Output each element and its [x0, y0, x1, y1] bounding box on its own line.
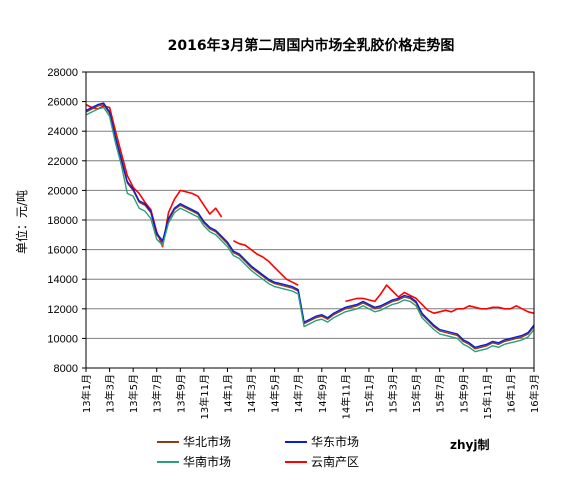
credit-text: zhyj制 [450, 437, 489, 452]
y-tick-label: 12000 [47, 304, 78, 316]
legend-label-4: 云南产区 [311, 454, 359, 469]
y-tick-label: 16000 [47, 245, 78, 257]
x-tick-label: 15年5月 [410, 374, 423, 413]
x-tick-label: 13年5月 [127, 374, 140, 413]
x-tick-label: 15年1月 [363, 374, 376, 413]
legend-label-3: 华南市场 [183, 454, 231, 469]
x-tick-label: 15年11月 [481, 374, 494, 419]
series-line-4 [85, 103, 535, 314]
x-tick-label: 14年9月 [316, 374, 329, 413]
y-axis-label: 单位：元/吨 [14, 190, 29, 254]
x-tick-label: 13年11月 [198, 374, 211, 419]
chart-title: 2016年3月第二周国内市场全乳胶价格走势图 [168, 37, 455, 54]
x-tick-label: 13年7月 [151, 374, 164, 413]
x-tick-label: 16年1月 [504, 374, 517, 413]
plot-frame [85, 71, 535, 369]
x-tick-labels: 13年1月 13年3月 13年5月 13年7月 13年9月 13年11月 14年1月 14年3… [80, 374, 541, 419]
x-tick-label: 13年1月 [80, 374, 93, 413]
y-tick-label: 20000 [47, 185, 78, 197]
y-tick-labels: 8000 10000 12000 14000 16000 18000 20000 22000 2… [47, 67, 78, 375]
y-tick-label: 14000 [47, 274, 78, 286]
series-line-2 [85, 102, 535, 348]
x-tick-label: 14年1月 [221, 374, 234, 413]
x-tick-label: 15年9月 [457, 374, 470, 413]
series-line-1 [85, 103, 535, 350]
x-tick-label: 15年3月 [387, 374, 400, 413]
y-tick-label: 8000 [54, 363, 78, 375]
x-tick-label: 14年5月 [269, 374, 282, 413]
y-tick-label: 24000 [47, 126, 78, 138]
x-tick-label: 15年7月 [434, 374, 447, 413]
x-tick-label: 13年9月 [174, 374, 187, 413]
y-tick-label: 26000 [47, 97, 78, 109]
x-tick-label: 14年7月 [292, 374, 305, 413]
grid-lines [82, 71, 535, 372]
y-tick-label: 10000 [47, 333, 78, 345]
y-tick-label: 28000 [47, 67, 78, 79]
series-line-3 [85, 106, 535, 353]
y-tick-label: 18000 [47, 215, 78, 227]
series-lines [85, 102, 535, 353]
legend-label-1: 华北市场 [183, 434, 231, 449]
x-tick-label: 14年11月 [339, 374, 352, 419]
x-tick-label: 16年3月 [528, 374, 541, 413]
y-tick-label: 22000 [47, 156, 78, 168]
legend-label-2: 华东市场 [311, 434, 359, 449]
x-tick-label: 14年3月 [245, 374, 258, 413]
x-tick-label: 13年3月 [104, 374, 117, 413]
